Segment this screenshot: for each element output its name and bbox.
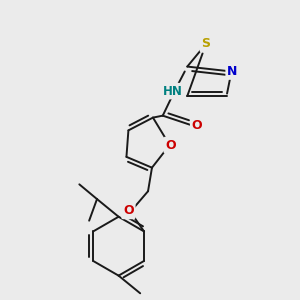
Text: S: S [201, 38, 210, 50]
Text: O: O [192, 119, 203, 132]
Text: HN: HN [163, 85, 182, 98]
Text: O: O [123, 204, 134, 218]
Text: N: N [227, 65, 238, 78]
Text: O: O [165, 139, 176, 152]
